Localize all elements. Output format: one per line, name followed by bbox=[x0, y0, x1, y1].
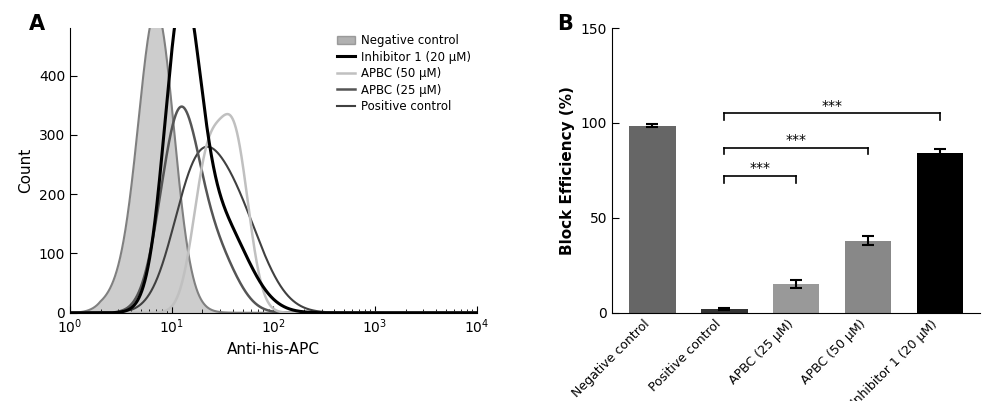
Y-axis label: Block Efficiency (%): Block Efficiency (%) bbox=[560, 86, 575, 255]
Text: ***: *** bbox=[750, 161, 771, 175]
Text: ***: *** bbox=[786, 133, 807, 147]
Text: A: A bbox=[29, 14, 45, 34]
Text: B: B bbox=[557, 14, 573, 34]
Y-axis label: Count: Count bbox=[18, 148, 33, 193]
Bar bbox=[845, 241, 891, 313]
Text: ***: *** bbox=[822, 99, 843, 113]
X-axis label: Anti-his-APC: Anti-his-APC bbox=[227, 342, 320, 357]
Bar bbox=[773, 284, 819, 313]
Bar bbox=[701, 309, 748, 313]
Legend: Negative control, Inhibitor 1 (20 μM), APBC (50 μM), APBC (25 μM), Positive cont: Negative control, Inhibitor 1 (20 μM), A… bbox=[337, 34, 471, 113]
Bar bbox=[629, 126, 676, 313]
Bar bbox=[917, 153, 963, 313]
